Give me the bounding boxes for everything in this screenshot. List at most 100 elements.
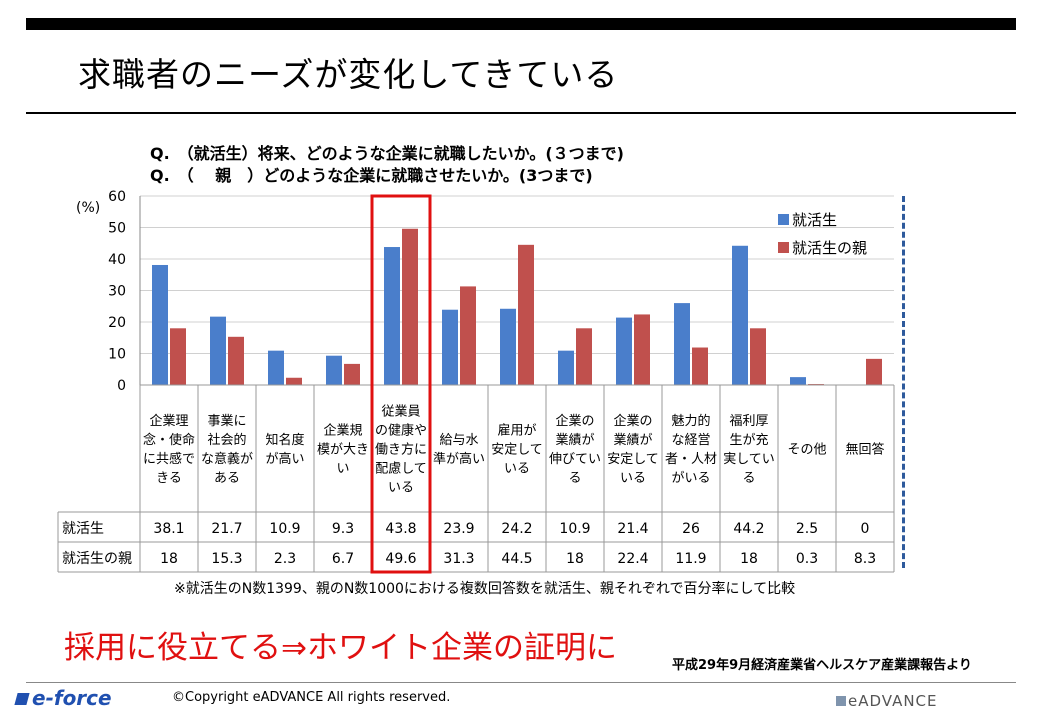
dashed-border <box>902 196 905 568</box>
data-label: 18 <box>566 551 584 567</box>
bar-parent <box>286 377 302 385</box>
category-label: 社会的 <box>207 432 246 448</box>
data-label: 6.7 <box>332 551 354 567</box>
top-bar <box>26 18 1016 30</box>
bar-student <box>152 264 168 385</box>
y-tick-label: 60 <box>108 189 126 205</box>
bar-parent <box>402 228 418 385</box>
question-2: Q. （ 親 ）どのような企業に就職させたいか。(3つまで) <box>150 166 593 185</box>
bar-parent <box>692 347 708 385</box>
category-label: 従業員 <box>381 404 420 420</box>
category-label: 模が大き <box>317 443 369 458</box>
data-label: 22.4 <box>617 551 648 567</box>
data-label: 24.2 <box>501 521 532 537</box>
data-label: 8.3 <box>854 551 876 567</box>
data-label: 43.8 <box>385 521 416 537</box>
legend-swatch <box>778 242 789 253</box>
data-label: 18 <box>740 551 758 567</box>
category-label: がいる <box>671 471 710 486</box>
legend-label: 就活生の親 <box>792 239 867 257</box>
category-label: 業績が <box>555 432 594 448</box>
category-label: 働き方に <box>375 442 427 458</box>
category-label: いる <box>504 462 530 477</box>
bar-student <box>210 316 226 385</box>
data-label: 11.9 <box>675 551 706 567</box>
y-tick-label: 10 <box>108 347 126 363</box>
category-label: その他 <box>787 443 826 458</box>
data-label: 31.3 <box>443 551 474 567</box>
eforce-logo: e-force <box>14 686 112 710</box>
data-label: 44.2 <box>733 521 764 537</box>
category-label: きる <box>156 471 182 486</box>
category-label: が高い <box>265 451 304 467</box>
row-header: 就活生 <box>62 521 104 537</box>
y-axis-label: (%) <box>76 200 100 216</box>
category-label: る <box>742 471 755 486</box>
bar-parent <box>750 328 766 385</box>
bar-parent <box>866 358 882 385</box>
data-label: 10.9 <box>269 521 300 537</box>
y-tick-label: 0 <box>117 378 126 394</box>
category-label: 魅力的 <box>671 413 710 429</box>
bar-student <box>268 350 284 385</box>
y-tick-label: 50 <box>108 221 126 237</box>
data-label: 44.5 <box>501 551 532 567</box>
eadvance-logo: eADVANCE <box>836 692 938 710</box>
bar-student <box>558 350 574 385</box>
category-label: 企業の <box>613 413 652 429</box>
bar-parent <box>634 314 650 385</box>
data-label: 15.3 <box>211 551 242 567</box>
footer-divider <box>26 682 1016 683</box>
bar-parent <box>228 336 244 385</box>
category-label: 事業に <box>207 413 246 429</box>
category-label: 生が充 <box>729 432 768 448</box>
category-label: 配慮して <box>375 462 427 477</box>
category-label: な経営 <box>671 433 710 448</box>
bar-parent <box>344 363 360 385</box>
category-label: に共感で <box>143 451 195 467</box>
y-tick-label: 40 <box>108 252 126 268</box>
bar-student <box>790 377 806 385</box>
question-1: Q. （就活生）将来、どのような企業に就職したいか。(３つまで) <box>150 144 624 163</box>
category-label: 企業規 <box>323 423 362 439</box>
data-label: 38.1 <box>153 521 184 537</box>
category-label: 企業の <box>555 413 594 429</box>
legend-swatch <box>778 214 789 225</box>
category-label: 無回答 <box>845 442 884 458</box>
y-tick-label: 20 <box>108 315 126 331</box>
category-label: 実してい <box>723 451 775 467</box>
highlight-box <box>370 194 432 574</box>
category-label: 念・使命 <box>143 432 195 448</box>
data-label: 0 <box>861 521 870 537</box>
data-label: 10.9 <box>559 521 590 537</box>
category-label: ある <box>214 471 240 486</box>
category-label: 業績が <box>613 432 652 448</box>
bar-parent <box>576 328 592 385</box>
copyright: ©Copyright eADVANCE All rights reserved. <box>172 690 451 705</box>
bar-student <box>326 355 342 385</box>
bar-student <box>674 303 690 385</box>
source-text: 平成29年9月経済産業省ヘルスケア産業課報告より <box>672 658 972 673</box>
eforce-logo-text: e-force <box>32 686 112 710</box>
category-label: 福利厚 <box>729 414 768 429</box>
category-label: 安定して <box>607 452 659 467</box>
bar-student <box>442 309 458 385</box>
title-divider <box>26 112 1016 114</box>
data-label: 26 <box>682 521 700 537</box>
data-label: 9.3 <box>332 521 354 537</box>
category-label: いる <box>388 481 414 496</box>
eforce-logo-icon <box>14 693 30 705</box>
y-tick-label: 30 <box>108 284 126 300</box>
category-label: 準が高い <box>433 451 485 467</box>
data-label: 18 <box>160 551 178 567</box>
category-label: 給与水 <box>439 433 478 448</box>
bar-student <box>616 317 632 385</box>
category-label: いる <box>620 471 646 486</box>
category-label: 安定して <box>491 443 543 458</box>
category-label: い <box>336 462 349 477</box>
bar-student <box>732 245 748 385</box>
bar-student <box>500 308 516 385</box>
eadvance-logo-icon <box>836 696 846 706</box>
category-label: 者・人材 <box>665 452 717 467</box>
bar-student <box>384 247 400 385</box>
